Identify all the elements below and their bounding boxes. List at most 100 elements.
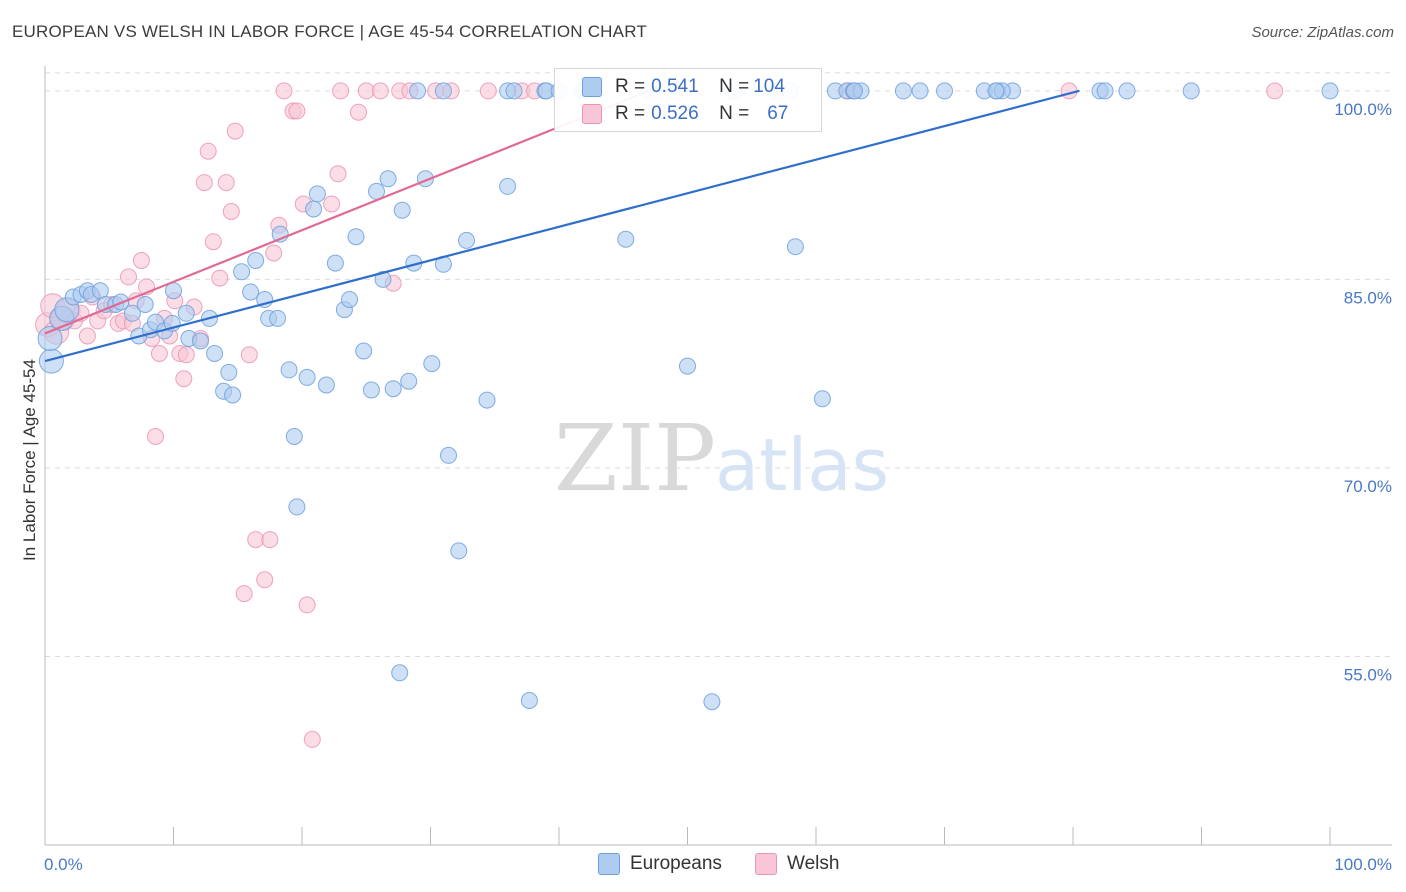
europeans-point — [317, 376, 335, 394]
welsh-point — [247, 531, 265, 549]
welsh-point — [256, 571, 274, 589]
europeans-point — [786, 238, 804, 256]
legend-item-europeans[interactable]: Europeans — [598, 852, 722, 876]
y-tick-label: 70.0% — [1344, 477, 1392, 496]
welsh-point — [288, 102, 306, 120]
europeans-point — [233, 263, 251, 281]
europeans-point — [911, 82, 929, 100]
europeans-point — [440, 446, 457, 464]
gridlines — [45, 72, 1392, 657]
europeans-point — [308, 185, 326, 203]
europeans-point — [391, 664, 409, 682]
legend-n-value: 104 — [753, 76, 785, 97]
welsh-point — [298, 596, 316, 614]
welsh-point — [217, 174, 235, 192]
trend-lines — [44, 89, 1080, 363]
welsh-point — [199, 142, 217, 160]
europeans-point — [1182, 82, 1200, 100]
europeans-point — [520, 692, 538, 709]
welsh-point — [177, 346, 195, 364]
welsh-point — [1266, 82, 1284, 100]
legend-item-welsh[interactable]: Welsh — [755, 852, 839, 876]
europeans-point — [341, 291, 358, 308]
europeans-point — [409, 82, 427, 100]
welsh-point — [226, 122, 244, 140]
legend-n-label: N = — [719, 103, 750, 124]
legend-row-welsh: R = 0.526 N = 67 — [582, 102, 789, 126]
watermark-zip: ZIP — [554, 405, 716, 512]
legend-label-europeans: Europeans — [630, 853, 722, 874]
europeans-point — [247, 252, 265, 269]
tick-labels: 55.0% 70.0% 85.0% 100.0% 0.0% 100.0% — [44, 100, 1392, 874]
welsh-point — [147, 428, 164, 445]
welsh-trend-line — [44, 89, 650, 335]
y-tick-label: 55.0% — [1344, 665, 1392, 684]
welsh-point — [222, 203, 240, 220]
europeans-point — [298, 368, 316, 386]
welsh-point — [371, 82, 389, 100]
correlation-legend: R = 0.541 N = 104 R = 0.526 N = 67 — [554, 68, 822, 132]
welsh-point — [303, 730, 321, 748]
europeans-point — [450, 542, 468, 560]
europeans-point — [326, 254, 344, 272]
europeans-point — [355, 342, 373, 360]
chart-title: EUROPEAN VS WELSH IN LABOR FORCE | AGE 4… — [12, 22, 647, 41]
europeans-point — [38, 348, 64, 374]
welsh-point — [265, 244, 283, 262]
europeans-point — [220, 363, 238, 381]
x-tick-label: 0.0% — [44, 855, 83, 874]
legend-r-label: R = — [615, 76, 646, 97]
welsh-point — [204, 233, 222, 251]
europeans-point — [499, 177, 517, 195]
europeans-point — [136, 296, 154, 313]
europeans-point — [505, 82, 523, 100]
europeans-point — [305, 200, 323, 218]
europeans-point — [362, 381, 380, 399]
welsh-point — [132, 252, 150, 269]
legend-swatch-europeans — [598, 853, 620, 875]
welsh-point — [350, 103, 367, 121]
welsh-point — [175, 370, 193, 388]
axes — [44, 66, 1392, 846]
welsh-point — [240, 346, 258, 364]
europeans-point — [347, 228, 365, 246]
europeans-point — [393, 201, 411, 219]
europeans-point — [224, 386, 242, 404]
y-tick-label: 85.0% — [1344, 288, 1392, 307]
welsh-point — [479, 82, 497, 100]
welsh-point — [211, 269, 229, 287]
europeans-point — [1321, 82, 1339, 100]
welsh-point — [150, 345, 168, 362]
europeans-point — [1096, 82, 1114, 100]
welsh-point — [1060, 82, 1078, 100]
legend-n-label: N = — [719, 76, 750, 97]
europeans-point — [192, 332, 209, 350]
watermark-atlas: atlas — [715, 423, 889, 507]
x-tick-label: 100.0% — [1334, 855, 1392, 874]
europeans-point — [478, 391, 496, 409]
europeans-point — [384, 380, 402, 398]
europeans-point — [280, 361, 298, 379]
europeans-point — [423, 355, 441, 373]
europeans-point — [1118, 82, 1136, 100]
europeans-point — [936, 82, 953, 100]
europeans-trend-line — [44, 89, 1080, 363]
europeans-point — [374, 270, 392, 288]
legend-n-value: 67 — [767, 103, 789, 124]
welsh-point — [235, 585, 253, 603]
legend-r-label: R = — [615, 103, 646, 124]
legend-label-welsh: Welsh — [787, 853, 840, 874]
legend-swatch-welsh — [755, 853, 777, 875]
welsh-point — [78, 327, 96, 345]
europeans-point — [37, 326, 63, 351]
legend-swatch-welsh — [582, 104, 602, 124]
europeans-point — [458, 231, 475, 249]
source-label: Source: ZipAtlas.com — [1251, 24, 1394, 41]
legend-swatch-europeans — [582, 77, 602, 97]
europeans-point — [288, 498, 306, 516]
welsh-point — [275, 82, 293, 100]
europeans-point — [379, 170, 397, 188]
legend-r-value: 0.526 — [651, 103, 699, 124]
europeans-point — [285, 428, 303, 445]
